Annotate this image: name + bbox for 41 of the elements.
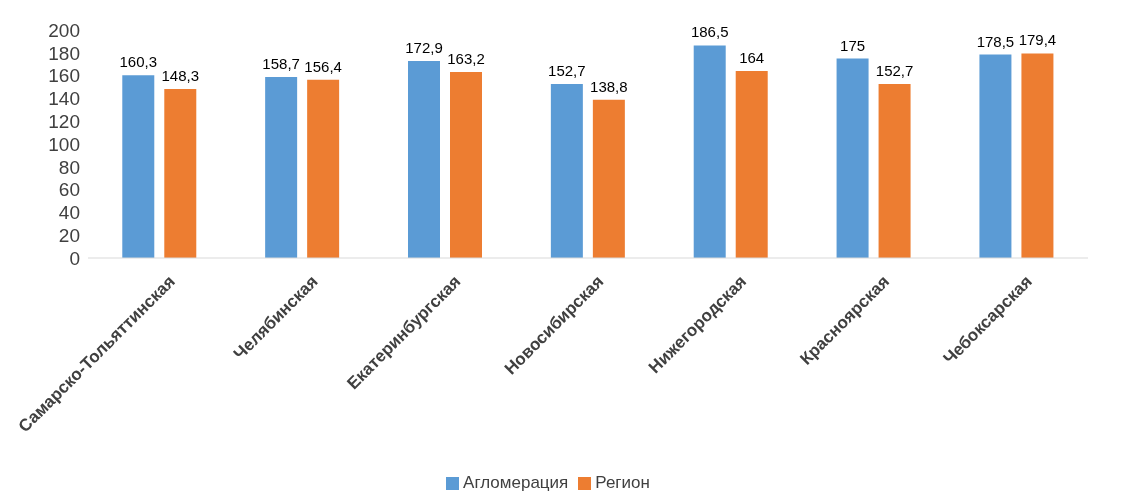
y-tick-label: 100 <box>48 133 80 155</box>
bar <box>164 88 197 258</box>
bar <box>265 77 298 258</box>
data-label: 172,9 <box>405 38 443 56</box>
y-tick-label: 160 <box>48 65 80 87</box>
data-label: 158,7 <box>262 55 300 73</box>
data-label: 164 <box>739 49 765 67</box>
data-label: 152,7 <box>875 61 914 79</box>
bar <box>592 99 625 258</box>
bar <box>1021 53 1054 258</box>
bar <box>878 83 911 258</box>
y-tick-label: 0 <box>69 247 80 269</box>
y-tick-label: 180 <box>48 42 80 64</box>
y-tick-label: 20 <box>58 224 80 246</box>
bar <box>550 83 583 258</box>
data-label: 160,3 <box>119 53 158 71</box>
y-tick-label: 40 <box>58 202 80 224</box>
bar <box>408 60 440 258</box>
legend-label: Агломерация <box>463 473 569 492</box>
bar <box>450 71 482 258</box>
bar <box>122 75 155 258</box>
bar <box>836 58 869 258</box>
data-label: 186,5 <box>690 23 729 41</box>
data-label: 163,2 <box>447 49 485 67</box>
data-label: 152,7 <box>548 61 586 79</box>
bar <box>979 54 1012 258</box>
y-tick-label: 120 <box>48 110 80 132</box>
data-label: 178,5 <box>976 32 1015 50</box>
data-label: 156,4 <box>304 57 342 75</box>
y-tick-label: 60 <box>58 179 80 201</box>
bar <box>735 71 768 258</box>
y-tick-label: 200 <box>48 19 80 41</box>
data-label: 179,4 <box>1018 31 1057 49</box>
bar <box>307 79 340 258</box>
legend-label: Регион <box>595 473 650 492</box>
y-tick-label: 80 <box>58 156 80 178</box>
data-label: 175 <box>840 36 866 54</box>
data-label: 148,3 <box>161 66 200 84</box>
data-label: 138,8 <box>590 77 628 95</box>
y-tick-label: 140 <box>48 88 80 110</box>
bar <box>693 45 726 258</box>
